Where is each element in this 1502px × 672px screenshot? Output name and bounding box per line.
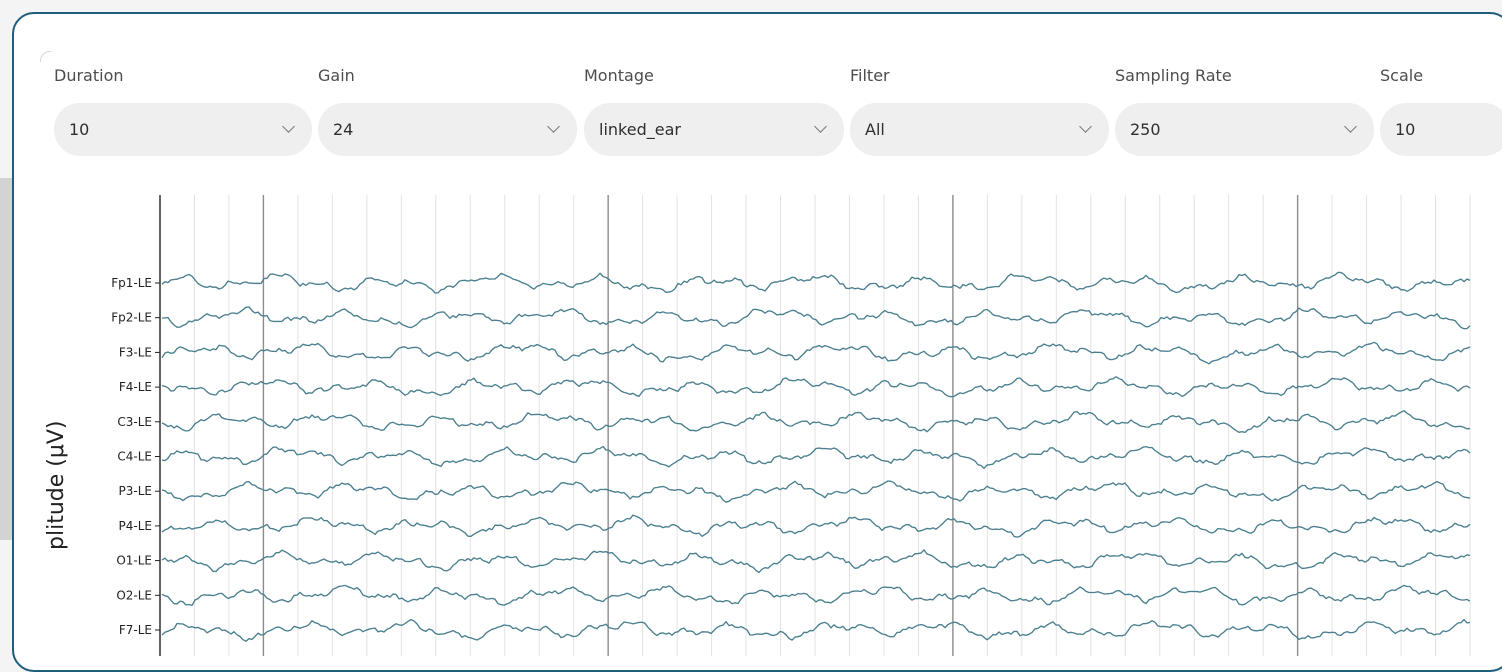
sampling-rate-value: 250 [1130,120,1161,139]
chevron-down-icon [282,120,295,133]
eeg-trace [161,376,1471,398]
channel-label: O2-LE [116,588,152,602]
panel-corner-decoration [40,51,51,62]
channel-label: C3-LE [117,415,152,429]
gain-label: Gain [318,66,355,85]
chevron-down-icon [814,120,827,133]
eeg-trace [161,618,1471,642]
channel-label: Fp2-LE [111,311,152,325]
eeg-trace [161,584,1471,607]
eeg-viewer-panel: Duration 10 Gain 24 Montage linked_ear F… [12,12,1502,672]
viewer-controls: Duration 10 Gain 24 Montage linked_ear F… [14,14,1502,184]
channel-label: P4-LE [119,519,152,533]
sampling-rate-label: Sampling Rate [1115,66,1232,85]
filter-select[interactable]: All [850,103,1109,156]
chevron-down-icon [547,120,560,133]
montage-value: linked_ear [599,120,681,139]
scale-value: 10 [1395,120,1416,139]
filter-label: Filter [850,66,890,85]
eeg-trace [161,549,1471,574]
sampling-rate-select[interactable]: 250 [1115,103,1374,156]
duration-label: Duration [54,66,124,85]
filter-value: All [865,120,885,139]
montage-label: Montage [584,66,654,85]
channel-label: F7-LE [119,623,152,637]
eeg-trace [161,445,1471,470]
channel-label: C4-LE [117,450,152,464]
duration-select[interactable]: 10 [54,103,312,156]
eeg-trace [161,306,1471,330]
scale-select[interactable]: 10 [1380,103,1502,156]
gain-select[interactable]: 24 [318,103,577,156]
eeg-trace [161,341,1471,365]
channel-label: F4-LE [119,380,152,394]
left-side-strip [0,178,14,540]
eeg-trace [161,514,1471,538]
channel-label: P3-LE [119,484,152,498]
y-axis-title: plitude (μV) [44,420,69,550]
duration-value: 10 [69,120,90,139]
scale-label: Scale [1380,66,1424,85]
channel-label: O1-LE [116,554,152,568]
channel-label: F3-LE [119,345,152,359]
channel-label: Fp1-LE [111,276,152,290]
chevron-down-icon [1344,120,1357,133]
gain-value: 24 [333,120,354,139]
eeg-trace [161,271,1471,294]
montage-select[interactable]: linked_ear [584,103,844,156]
eeg-trace [161,410,1471,434]
chevron-down-icon [1079,120,1092,133]
eeg-trace [161,480,1471,503]
